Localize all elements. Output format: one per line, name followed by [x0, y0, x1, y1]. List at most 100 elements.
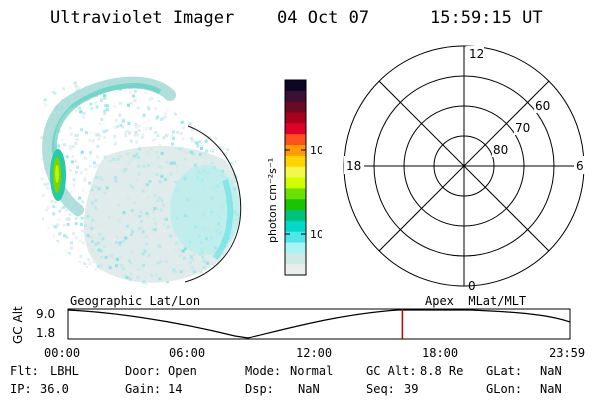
- speckle-pixel: [97, 228, 101, 232]
- speckle-pixel: [175, 241, 179, 245]
- speckle-pixel: [174, 270, 177, 274]
- speckle-pixel: [41, 157, 45, 161]
- speckle-pixel: [72, 183, 76, 187]
- speckle-pixel: [192, 270, 196, 274]
- speckle-pixel: [231, 95, 235, 99]
- speckle-pixel: [152, 217, 156, 221]
- speckle-pixel: [74, 236, 78, 240]
- speckle-pixel: [142, 164, 146, 168]
- speckle-pixel: [188, 249, 192, 253]
- speckle-pixel: [58, 209, 62, 213]
- speckle-pixel: [145, 126, 149, 130]
- polar-label-0: 0: [468, 279, 476, 293]
- speckle-pixel: [102, 130, 106, 134]
- speckle-pixel: [63, 257, 67, 260]
- speckle-pixel: [196, 88, 200, 92]
- speckle-pixel: [67, 217, 71, 221]
- speckle-pixel: [113, 256, 117, 260]
- speckle-pixel: [133, 201, 137, 205]
- speckle-pixel: [44, 103, 48, 107]
- speckle-pixel: [180, 146, 184, 150]
- speckle-pixel: [63, 249, 67, 253]
- speckle-pixel: [162, 230, 166, 234]
- speckle-pixel: [64, 273, 68, 277]
- speckle-pixel: [141, 230, 145, 234]
- speckle-pixel: [120, 191, 124, 195]
- speckle-pixel: [237, 99, 241, 103]
- speckle-pixel: [137, 156, 141, 159]
- speckle-pixel: [225, 96, 229, 99]
- speckle-pixel: [100, 98, 104, 102]
- speckle-pixel: [158, 227, 162, 231]
- speckle-pixel: [201, 255, 205, 259]
- speckle-pixel: [88, 262, 92, 266]
- ip-value: 36.0: [40, 382, 69, 396]
- speckle-pixel: [119, 123, 123, 127]
- speckle-pixel: [69, 169, 72, 172]
- speckle-pixel: [124, 131, 128, 135]
- speckle-pixel: [189, 150, 193, 154]
- speckle-pixel: [239, 122, 241, 125]
- speckle-pixel: [139, 283, 143, 285]
- speckle-pixel: [98, 175, 102, 179]
- speckle-pixel: [183, 247, 187, 251]
- speckle-pixel: [225, 138, 229, 142]
- speckle-pixel: [205, 149, 209, 153]
- speckle-pixel: [89, 151, 93, 155]
- speckle-pixel: [134, 123, 138, 127]
- speckle-pixel: [102, 245, 106, 249]
- speckle-pixel: [46, 226, 50, 230]
- seq-value: 39: [404, 382, 419, 396]
- speckle-pixel: [189, 255, 193, 259]
- speckle-pixel: [151, 237, 155, 241]
- speckle-pixel: [90, 188, 94, 192]
- speckle-pixel: [191, 258, 195, 262]
- speckle-pixel: [131, 200, 135, 203]
- polar-label-12: 12: [469, 47, 484, 61]
- timeline-tick-0000: 00:00: [44, 346, 81, 360]
- speckle-pixel: [237, 278, 241, 281]
- speckle-pixel: [129, 284, 132, 287]
- speckle-pixel: [65, 217, 69, 221]
- speckle-pixel: [112, 206, 115, 210]
- speckle-pixel: [198, 119, 202, 123]
- speckle-pixel: [88, 164, 92, 168]
- speckle-pixel: [183, 283, 187, 285]
- speckle-pixel: [43, 98, 47, 102]
- speckle-pixel: [145, 261, 149, 265]
- speckle-pixel: [73, 81, 77, 85]
- speckle-pixel: [103, 112, 107, 115]
- speckle-pixel: [199, 158, 203, 162]
- speckle-pixel: [92, 230, 96, 234]
- speckle-pixel: [98, 133, 102, 137]
- speckle-pixel: [173, 101, 177, 105]
- speckle-pixel: [129, 184, 133, 188]
- speckle-pixel: [149, 127, 153, 131]
- speckle-pixel: [179, 270, 183, 274]
- speckle-pixel: [116, 89, 120, 93]
- speckle-pixel: [231, 108, 235, 111]
- speckle-pixel: [150, 97, 154, 101]
- speckle-pixel: [60, 206, 64, 210]
- speckle-pixel: [232, 127, 236, 131]
- colorbar-swatch: [285, 166, 306, 179]
- speckle-pixel: [166, 226, 170, 229]
- speckle-pixel: [95, 155, 99, 159]
- speckle-pixel: [235, 160, 239, 164]
- speckle-pixel: [74, 88, 78, 92]
- speckle-pixel: [45, 256, 49, 260]
- speckle-pixel: [226, 140, 230, 144]
- speckle-pixel: [116, 125, 119, 129]
- speckle-pixel: [83, 262, 87, 266]
- speckle-pixel: [219, 104, 223, 108]
- speckle-pixel: [215, 266, 219, 270]
- speckle-pixel: [166, 159, 170, 163]
- speckle-pixel: [182, 97, 186, 100]
- speckle-pixel: [97, 137, 101, 141]
- speckle-pixel: [146, 213, 150, 217]
- speckle-pixel: [94, 176, 98, 179]
- speckle-pixel: [45, 252, 49, 256]
- speckle-pixel: [190, 137, 194, 141]
- speckle-pixel: [91, 248, 95, 252]
- speckle-pixel: [153, 228, 157, 232]
